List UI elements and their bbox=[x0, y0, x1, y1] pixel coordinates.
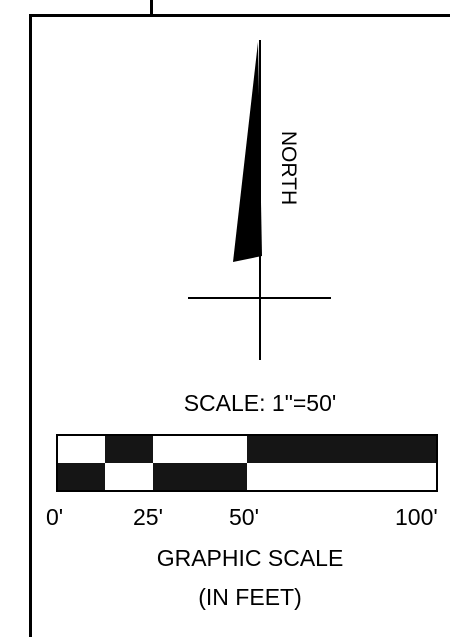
scale-tick-label: 50' bbox=[229, 504, 259, 530]
scale-segment bbox=[105, 436, 153, 463]
north-label: NORTH bbox=[277, 130, 300, 206]
sheet-border-left bbox=[29, 14, 32, 637]
scale-ratio-label: SCALE: 1"=50' bbox=[183, 390, 337, 416]
scale-tick-label: 25' bbox=[133, 504, 163, 530]
scale-segment bbox=[105, 463, 153, 490]
scale-caption: GRAPHIC SCALE bbox=[156, 545, 344, 571]
scale-units-caption: (IN FEET) bbox=[198, 584, 302, 610]
scale-tick-label: 100' bbox=[395, 504, 438, 530]
scale-segment bbox=[247, 436, 436, 463]
scale-segment bbox=[58, 463, 105, 490]
scale-segment bbox=[247, 463, 436, 490]
scale-segment bbox=[153, 436, 247, 463]
scale-segment bbox=[153, 463, 247, 490]
scale-segment bbox=[58, 436, 105, 463]
title-block-divider bbox=[150, 0, 153, 16]
sheet-border-top bbox=[29, 14, 450, 17]
north-arrow-needle bbox=[233, 42, 262, 262]
scale-tick-label: 0' bbox=[46, 504, 64, 530]
graphic-scale-bar bbox=[56, 434, 438, 492]
